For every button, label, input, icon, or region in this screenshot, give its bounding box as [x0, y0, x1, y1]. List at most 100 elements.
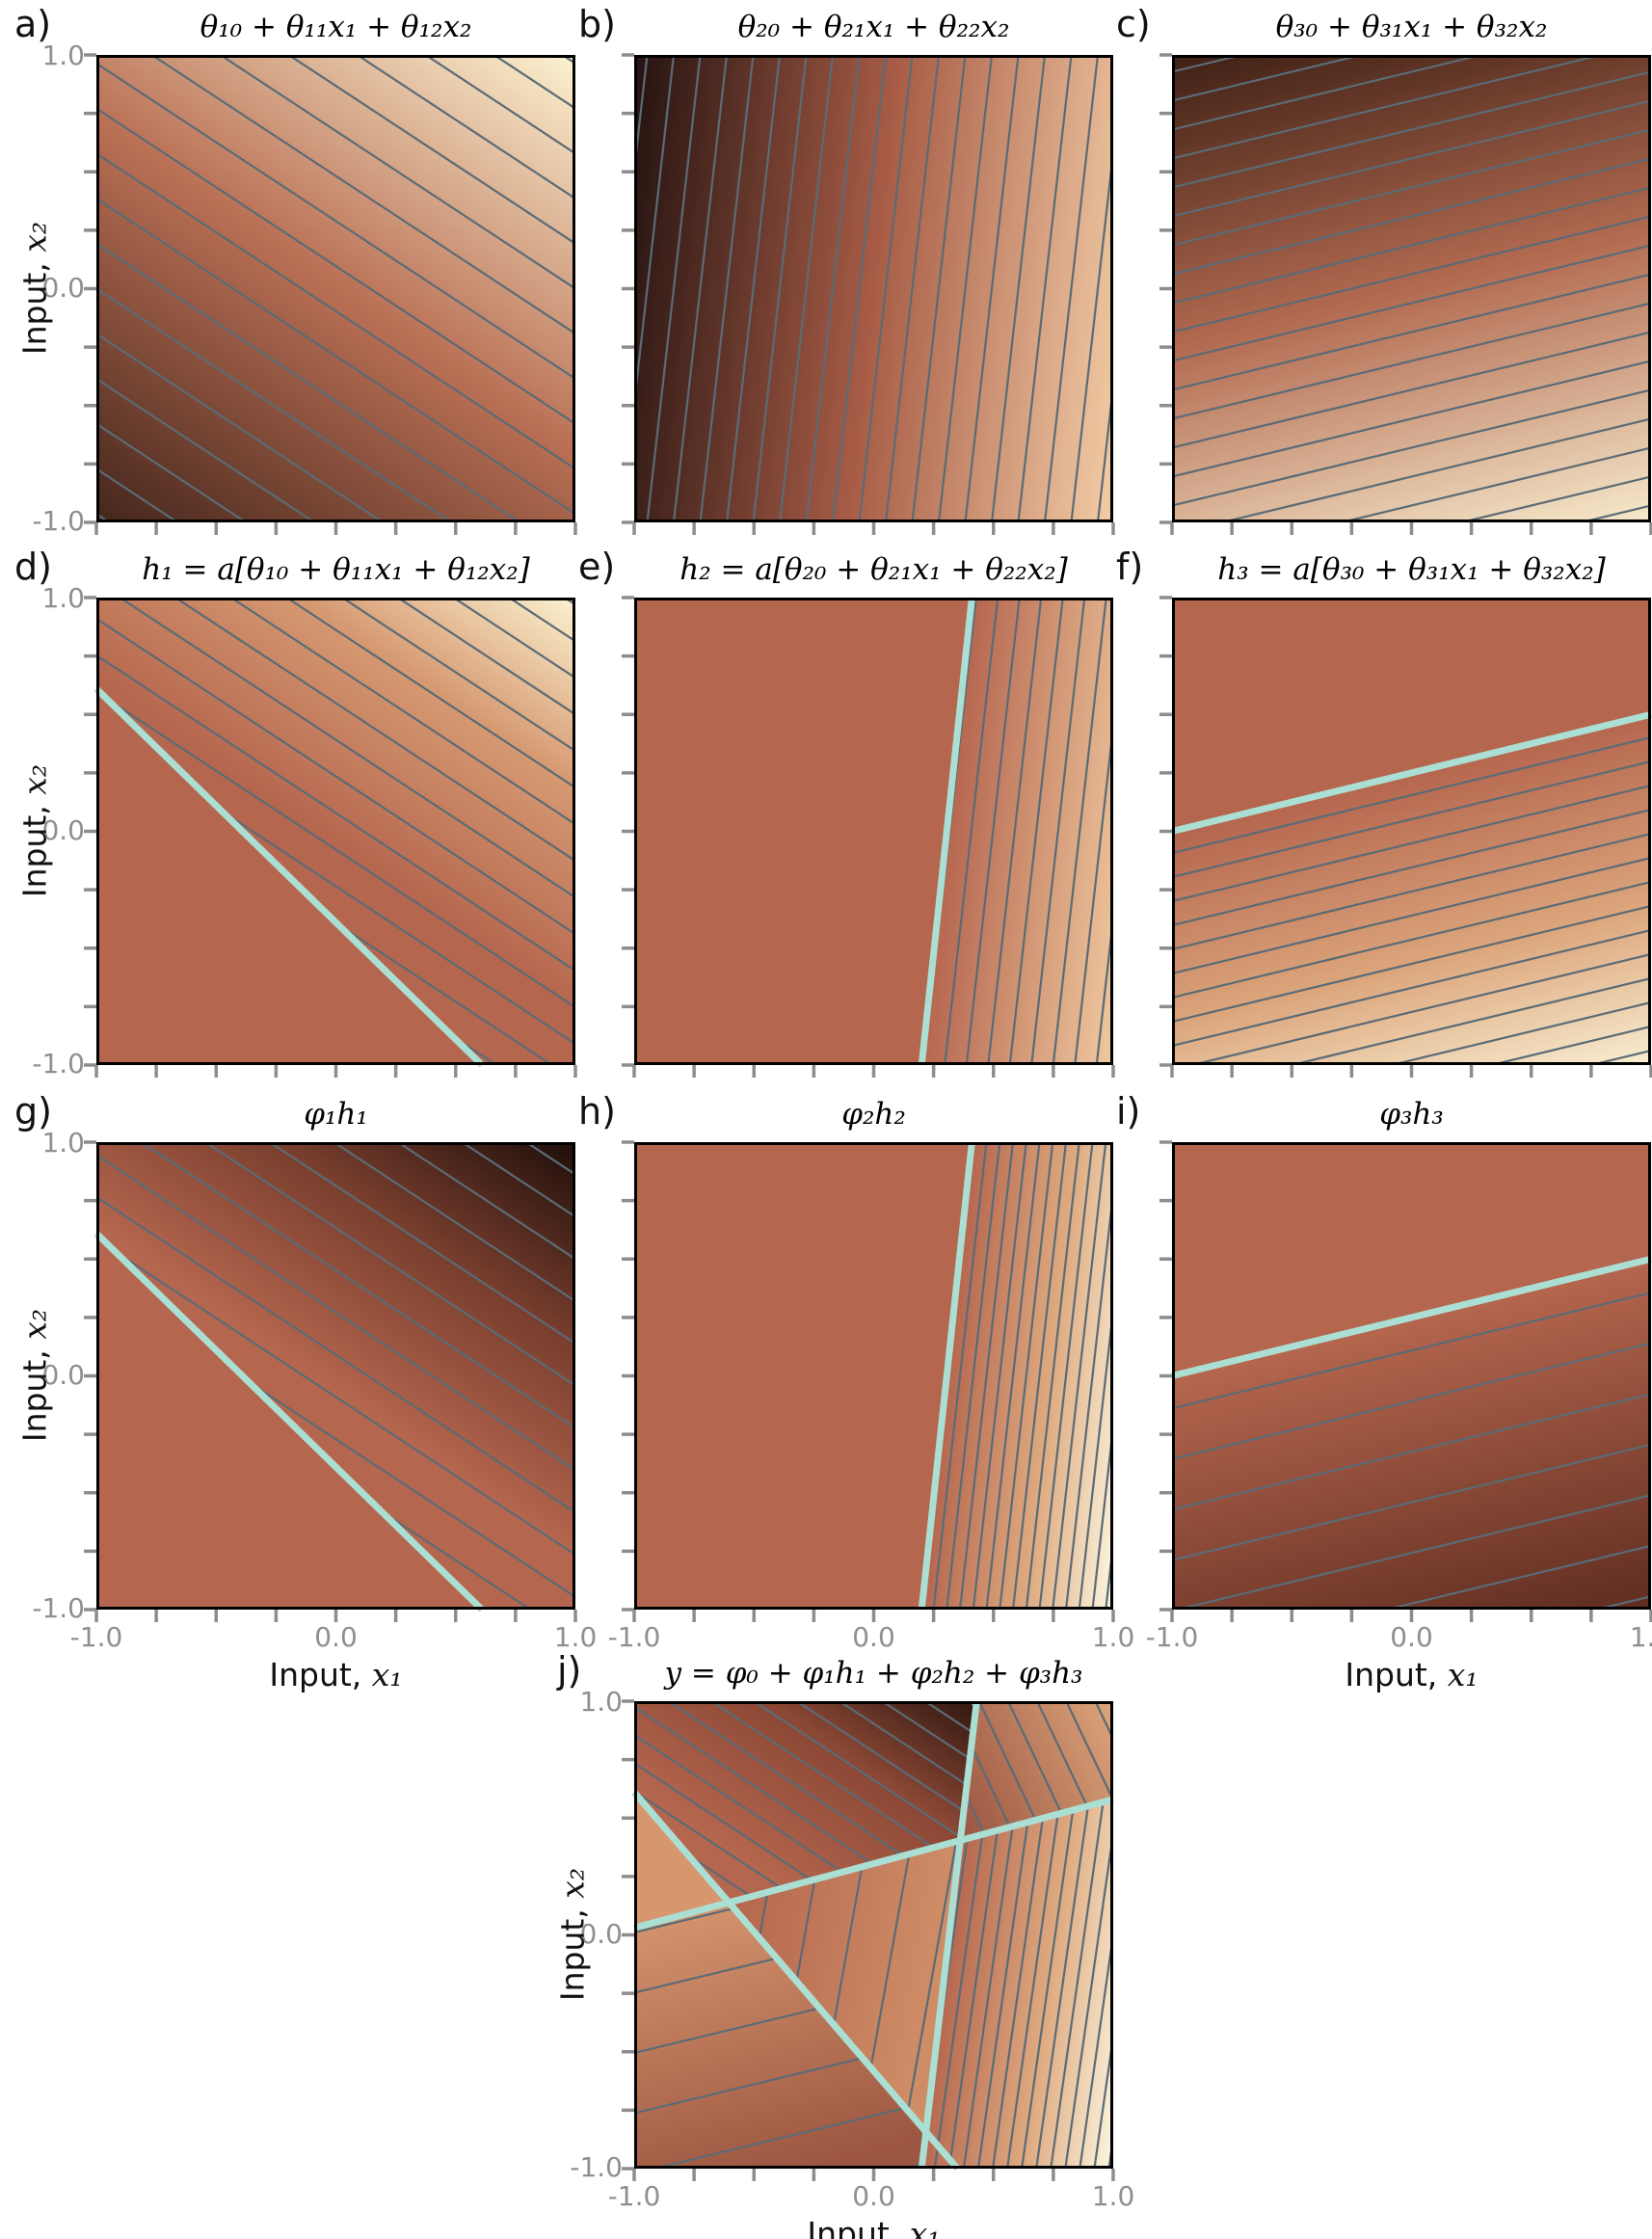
panel-title-h: φ₂h₂ — [841, 1097, 906, 1132]
hinge-line — [1171, 710, 1652, 835]
x-tick-label: 0.0 — [314, 1621, 358, 1653]
y-tick-label: -1.0 — [570, 2151, 623, 2183]
region-fill — [634, 1142, 973, 1610]
y-axis-label: Input, x₂ — [16, 222, 54, 355]
y-axis-label-text: Input, — [15, 252, 54, 356]
region-fill — [634, 1792, 730, 1929]
region-fill — [634, 55, 1113, 522]
panel-letter-c: c) — [1116, 3, 1151, 45]
panel-j — [622, 1699, 1115, 2181]
panel-b — [622, 53, 1115, 535]
x-axis-label-text: Input, — [1345, 1656, 1448, 1693]
x-axis-label-var: x₁ — [1447, 1656, 1479, 1693]
panel-h — [622, 1140, 1115, 1622]
panel-title-b: θ₂₀ + θ₂₁x₁ + θ₂₂x₂ — [737, 10, 1010, 44]
y-tick-label: -1.0 — [32, 1592, 85, 1624]
hinge-line — [918, 1141, 975, 1611]
y-axis-label: Input, x₂ — [554, 1868, 592, 2001]
y-tick-label: 0.0 — [41, 272, 85, 304]
y-tick-label: 1.0 — [41, 1127, 85, 1159]
x-axis-label: Input, x₁ — [1172, 1656, 1651, 1693]
panel-border — [96, 1142, 575, 1610]
x-tick-label: 1.0 — [1629, 1621, 1652, 1653]
region-fill — [729, 1840, 961, 2132]
panel-title-e: h₂ = a[θ₂₀ + θ₂₁x₁ + θ₂₂x₂] — [679, 552, 1068, 587]
panel-letter-i: i) — [1116, 1090, 1141, 1133]
region-fill — [96, 1142, 575, 1610]
panel-e — [622, 596, 1115, 1078]
x-axis-label-var: x₁ — [909, 2215, 941, 2239]
y-axis-label-text: Input, — [15, 794, 54, 898]
panel-a — [84, 53, 577, 535]
region-fill — [96, 55, 575, 522]
region-fill — [634, 1902, 926, 2169]
panel-border — [1172, 1142, 1651, 1610]
hinge-line — [631, 1790, 961, 2172]
panel-c — [1159, 53, 1652, 535]
region-fill — [921, 598, 1113, 1065]
panel-g — [84, 1140, 577, 1622]
region-fill — [1172, 1142, 1651, 1376]
y-tick-label: 1.0 — [41, 582, 85, 614]
hinge-line — [633, 1796, 1114, 1932]
panel-i — [1159, 1140, 1652, 1622]
panel-title-f: h₃ = a[θ₃₀ + θ₃₁x₁ + θ₃₂x₂] — [1217, 552, 1606, 587]
panel-border — [634, 1142, 1113, 1610]
panel-border — [96, 598, 575, 1065]
contour-lines — [921, 1799, 1113, 2170]
hinge-line — [1171, 1255, 1652, 1379]
x-tick-label: 0.0 — [1390, 1621, 1433, 1653]
panel-d — [84, 596, 577, 1078]
panel-letter-h: h) — [578, 1090, 616, 1133]
y-axis-label-var: x₂ — [15, 763, 54, 795]
y-axis-label-var: x₂ — [15, 1308, 54, 1340]
x-tick-label: -1.0 — [607, 1621, 661, 1653]
contour-lines — [634, 55, 1113, 522]
x-tick-label: 0.0 — [852, 1621, 895, 1653]
y-tick-label: 0.0 — [41, 814, 85, 846]
panel-border — [1172, 598, 1651, 1065]
x-axis-label-text: Input, — [269, 1656, 372, 1693]
panel-letter-j: j) — [557, 1649, 582, 1692]
region-fill — [96, 598, 575, 1065]
panel-border — [634, 55, 1113, 522]
region-fill — [96, 688, 483, 1065]
hinge-line — [918, 1700, 980, 2170]
y-axis-label-text: Input, — [15, 1339, 54, 1443]
panel-border — [634, 598, 1113, 1065]
panel-border — [634, 1701, 1113, 2169]
region-fill — [634, 598, 973, 1065]
region-fill — [921, 1799, 1113, 2169]
y-axis-label-var: x₂ — [553, 1867, 592, 1899]
y-tick-label: -1.0 — [32, 505, 85, 537]
y-axis-label-text: Input, — [553, 1898, 592, 2002]
panel-title-i: φ₃h₃ — [1379, 1097, 1444, 1132]
panel-title-j: y = φ₀ + φ₁h₁ + φ₂h₂ + φ₃h₃ — [664, 1656, 1083, 1691]
hinge-line — [93, 1231, 485, 1613]
panel-title-a: θ₁₀ + θ₁₁x₁ + θ₁₂x₂ — [200, 10, 472, 44]
x-tick-label: 1.0 — [1091, 2180, 1135, 2212]
panel-letter-b: b) — [578, 3, 616, 45]
y-axis-label: Input, x₂ — [16, 764, 54, 897]
x-tick-label: -1.0 — [1145, 1621, 1199, 1653]
x-axis-label: Input, x₁ — [96, 1656, 575, 1693]
contour-lines — [729, 1840, 961, 2132]
y-tick-label: -1.0 — [32, 1048, 85, 1080]
y-tick-label: 0.0 — [579, 1918, 623, 1950]
panel-letter-f: f) — [1116, 546, 1144, 588]
x-tick-label: -1.0 — [607, 2180, 661, 2212]
panel-letter-e: e) — [578, 546, 616, 588]
x-axis-label-var: x₁ — [371, 1656, 403, 1693]
x-axis-label: Input, x₁ — [634, 2215, 1113, 2239]
x-tick-label: 1.0 — [1091, 1621, 1135, 1653]
y-tick-label: 0.0 — [41, 1359, 85, 1391]
panel-f — [1159, 596, 1652, 1078]
hinge-line — [93, 686, 485, 1068]
y-tick-label: 1.0 — [579, 1686, 623, 1718]
region-fill — [96, 1233, 483, 1610]
panel-title-d: h₁ = a[θ₁₀ + θ₁₁x₁ + θ₁₂x₂] — [142, 552, 530, 587]
panel-letter-a: a) — [14, 3, 52, 45]
panel-letter-g: g) — [14, 1090, 52, 1133]
panel-letter-d: d) — [14, 546, 52, 588]
region-fill — [1172, 55, 1651, 522]
